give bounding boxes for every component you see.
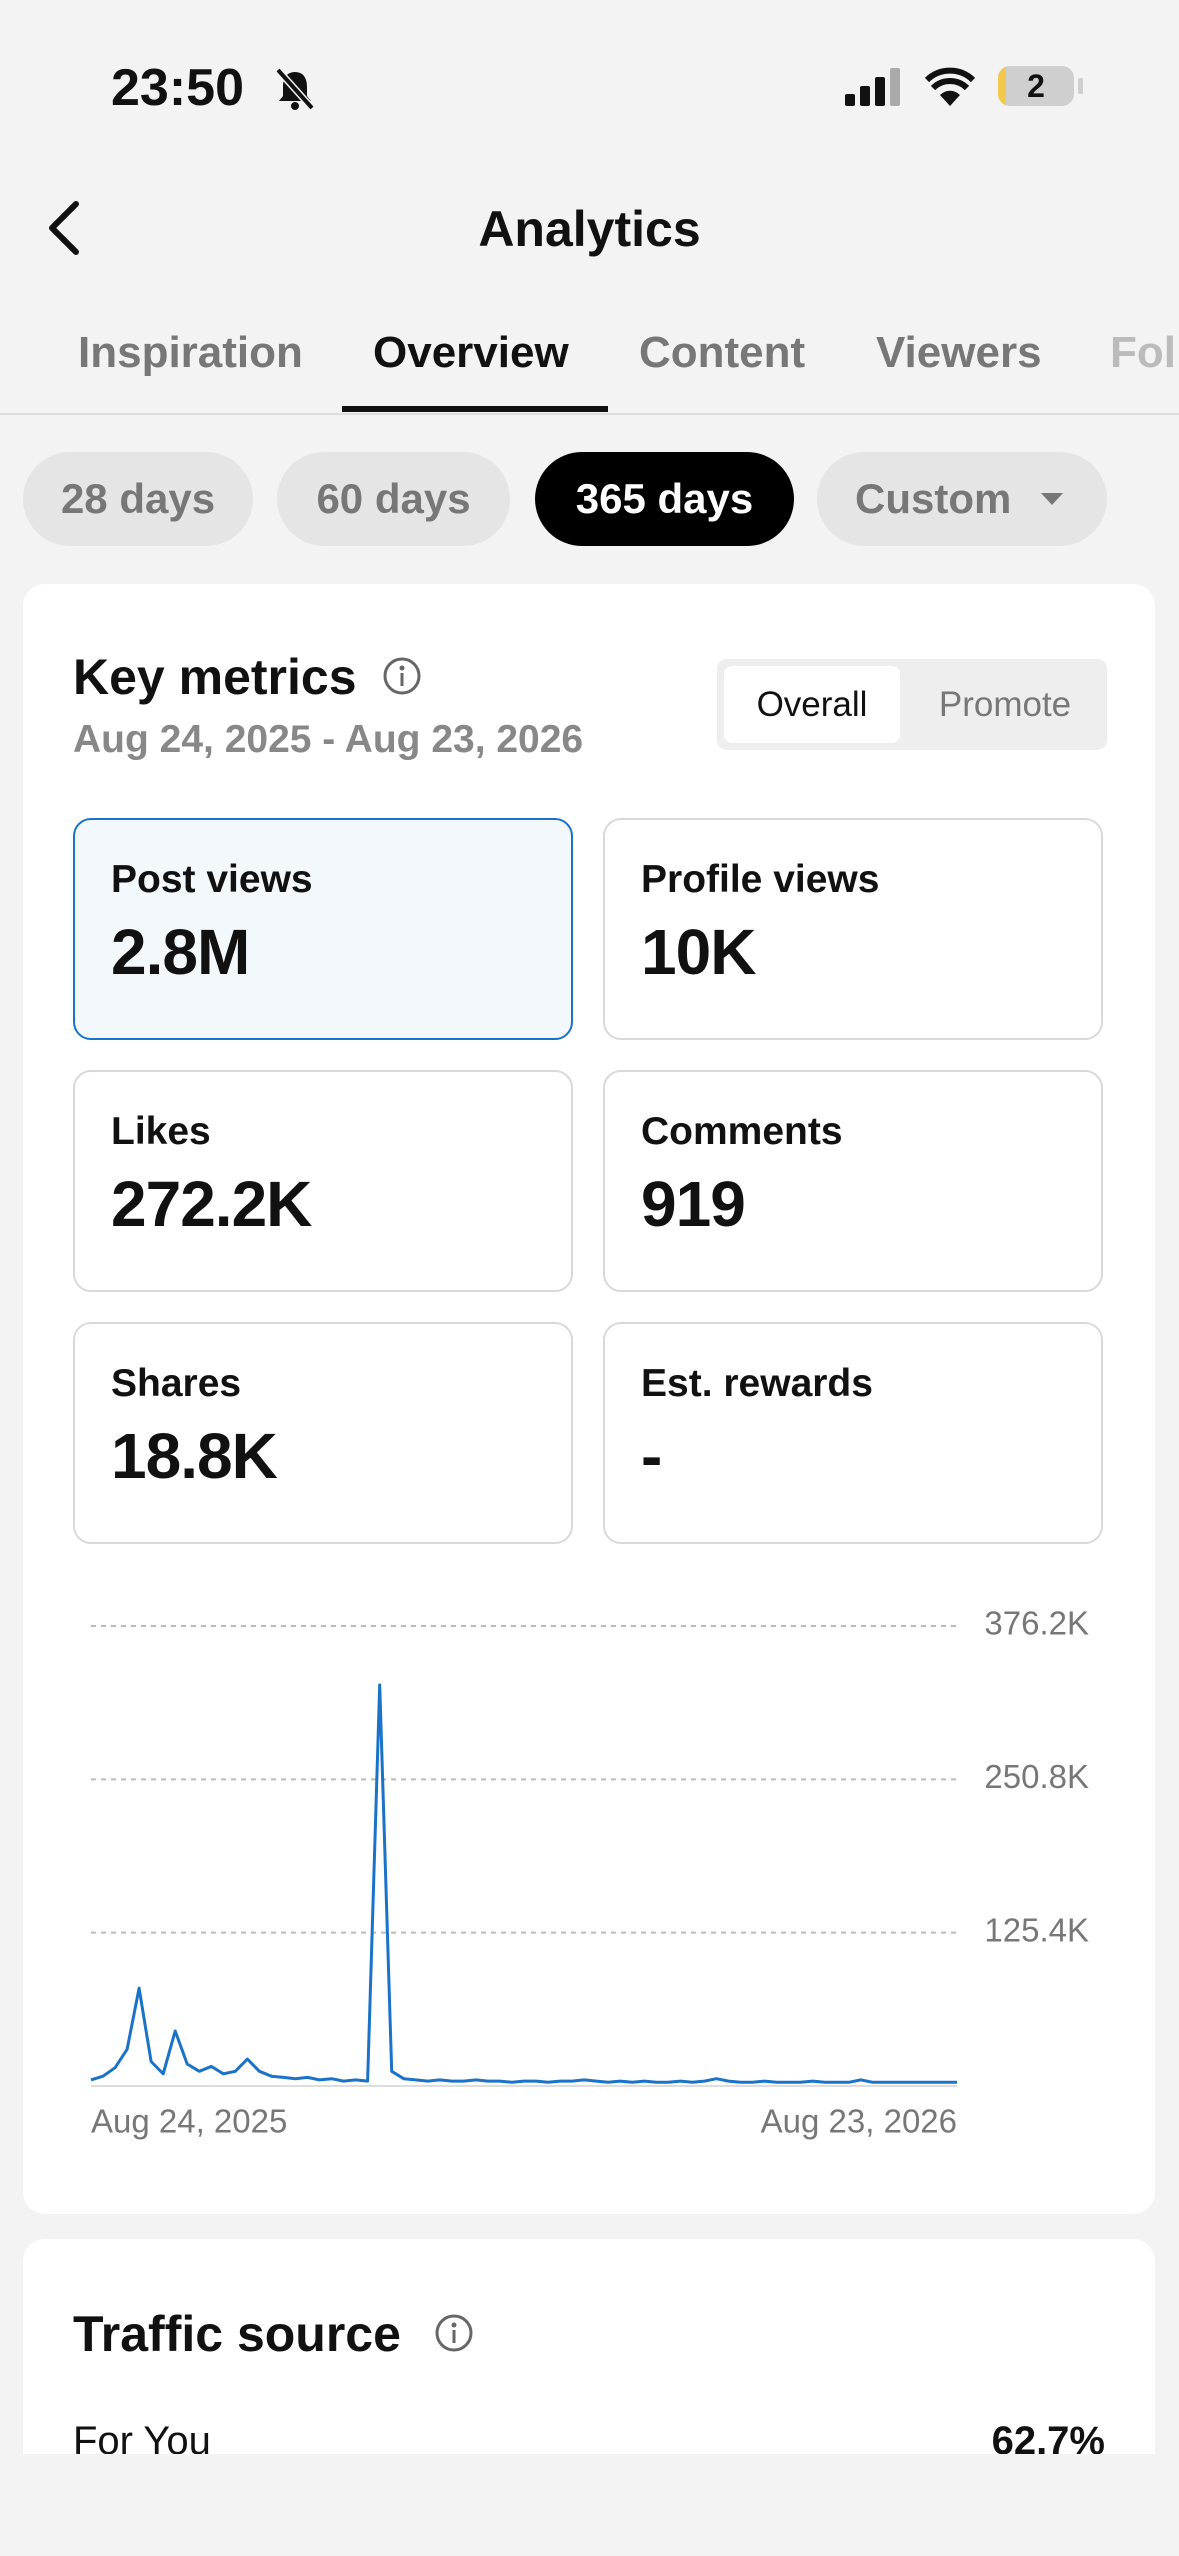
- key-metrics-card: Key metrics Aug 24, 2025 - Aug 23, 2026 …: [23, 584, 1155, 2214]
- metric-card[interactable]: Comments 919: [603, 1070, 1103, 1292]
- chart: 125.4K 250.8K 376.2K Aug 24, 2025 Aug 23, 20…: [90, 1605, 1089, 2140]
- metric-label: Est. rewards: [641, 1362, 873, 1405]
- y-tick-label: 250.8K: [984, 1758, 1089, 1795]
- range-label: Custom: [855, 475, 1012, 522]
- source-label: For You: [73, 2419, 211, 2454]
- range-pill[interactable]: 28 days: [23, 452, 253, 546]
- metric-label: Comments: [641, 1110, 843, 1153]
- line-series: [90, 1683, 957, 2084]
- metric-value: 10K: [641, 916, 756, 988]
- metric-value: 18.8K: [111, 1420, 278, 1492]
- page-title: Analytics: [478, 201, 701, 257]
- metric-value: 2.8M: [111, 916, 250, 988]
- metric-label: Post views: [111, 858, 313, 901]
- metric-card[interactable]: Shares 18.8K: [73, 1322, 573, 1544]
- toggle: Overall Promote: [717, 659, 1107, 750]
- toggle-option[interactable]: Promote: [938, 685, 1072, 724]
- x-tick-label: Aug 24, 2025: [91, 2103, 287, 2140]
- info-icon[interactable]: [381, 655, 423, 697]
- toggle-option-active[interactable]: Overall: [724, 666, 900, 743]
- info-icon[interactable]: [433, 2312, 475, 2354]
- status-time: 23:50: [111, 59, 244, 117]
- card-title: Key metrics: [73, 649, 357, 705]
- metric-label: Profile views: [641, 858, 880, 901]
- metric-label: Likes: [111, 1110, 211, 1153]
- y-tick-label: 125.4K: [984, 1911, 1089, 1948]
- battery: 2: [998, 66, 1074, 106]
- tab[interactable]: Followers: [1110, 328, 1179, 377]
- dropdown-arrow: [1041, 493, 1064, 505]
- tab-underline: [342, 406, 608, 412]
- tab-active[interactable]: Overview: [373, 328, 569, 377]
- card-title: Traffic source: [73, 2306, 401, 2362]
- metric-card-selected[interactable]: Post views 2.8M: [73, 818, 573, 1040]
- metric-card[interactable]: Likes 272.2K: [73, 1070, 573, 1292]
- metric-value: 272.2K: [111, 1168, 312, 1240]
- y-tick-label: 376.2K: [984, 1605, 1089, 1642]
- mute-icon: [275, 67, 315, 111]
- range-pill[interactable]: Custom: [817, 452, 1107, 546]
- date-range: Aug 24, 2025 - Aug 23, 2026: [73, 718, 584, 761]
- metric-value: -: [641, 1420, 662, 1492]
- tab-clip: Followers: [1110, 320, 1179, 390]
- traffic-source-card: Traffic source For You 62.7%: [23, 2239, 1155, 2454]
- tab[interactable]: Viewers: [876, 328, 1042, 377]
- x-tick-label: Aug 23, 2026: [761, 2103, 957, 2140]
- metric-label: Shares: [111, 1362, 242, 1405]
- battery-text: 2: [1027, 68, 1045, 104]
- range-pill-active[interactable]: 365 days: [535, 452, 794, 546]
- tab[interactable]: Content: [639, 328, 806, 377]
- battery-tip: [1078, 78, 1083, 94]
- metric-value: 919: [641, 1168, 746, 1240]
- back-button[interactable]: [44, 200, 84, 256]
- metric-card[interactable]: Est. rewards -: [603, 1322, 1103, 1544]
- range-pill[interactable]: 60 days: [277, 452, 510, 546]
- metric-card[interactable]: Profile views 10K: [603, 818, 1103, 1040]
- source-value: 62.7%: [991, 2419, 1105, 2454]
- signal-icon: [845, 68, 900, 106]
- battery-level: [998, 66, 1006, 106]
- wifi-icon: [925, 67, 975, 106]
- tab[interactable]: Inspiration: [78, 328, 303, 377]
- tab-divider: [0, 413, 1179, 415]
